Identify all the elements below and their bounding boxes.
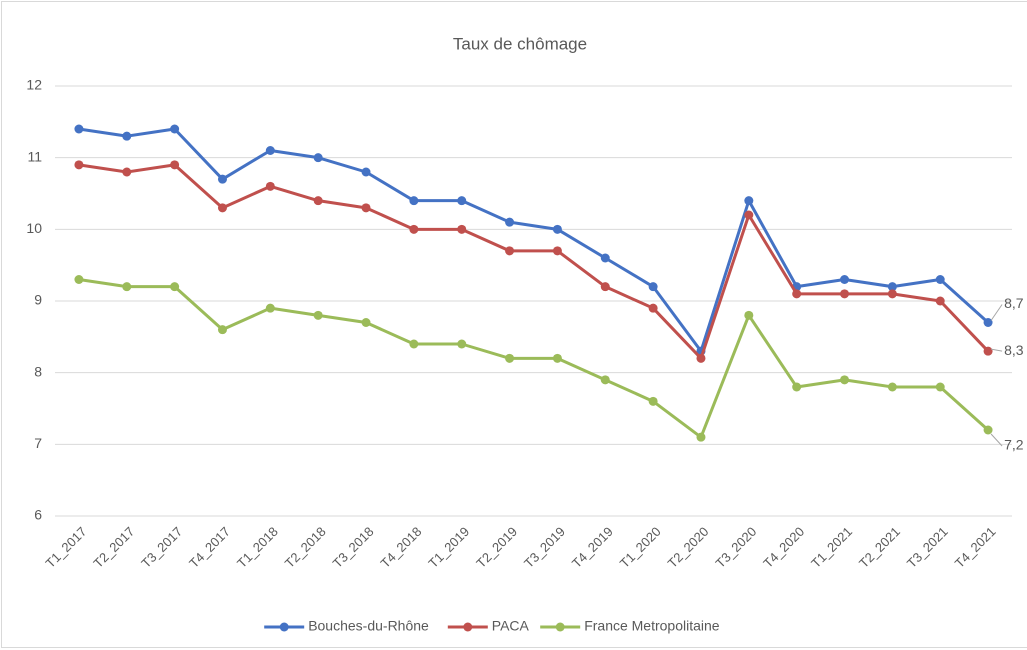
y-tick-label: 11 — [27, 148, 42, 164]
data-point — [887, 382, 897, 392]
data-point — [74, 275, 84, 284]
data-point — [361, 203, 371, 213]
data-point — [122, 131, 132, 141]
data-point — [744, 196, 754, 206]
data-point — [648, 282, 658, 292]
data-point — [840, 375, 850, 385]
data-point — [505, 217, 515, 227]
data-point — [122, 282, 132, 292]
data-point — [887, 282, 897, 292]
data-point — [170, 160, 180, 170]
legend-label: PACA — [492, 618, 530, 634]
data-point — [552, 224, 562, 234]
data-point — [696, 353, 706, 363]
data-point — [792, 289, 802, 299]
legend-label: Bouches-du-Rhône — [308, 618, 429, 634]
legend-marker — [279, 622, 289, 632]
data-point — [744, 310, 754, 320]
y-tick-label: 8 — [34, 363, 42, 379]
series-line — [78, 278, 990, 439]
data-point — [265, 181, 275, 191]
data-point — [361, 318, 371, 327]
data-point — [935, 296, 945, 306]
data-point — [600, 375, 610, 385]
data-point — [74, 124, 84, 134]
data-label: 8,7 — [1004, 295, 1024, 311]
y-tick-label: 12 — [26, 77, 42, 93]
data-point — [74, 160, 84, 170]
data-label: 7,2 — [1004, 437, 1024, 453]
data-point — [457, 224, 467, 234]
data-point — [409, 339, 419, 349]
leader-line — [990, 348, 1003, 352]
data-point — [457, 196, 467, 206]
data-point — [170, 124, 180, 134]
data-point — [265, 146, 275, 155]
data-point — [313, 196, 323, 206]
leader-line — [990, 433, 1003, 447]
data-point — [840, 289, 850, 299]
data-point — [217, 174, 227, 184]
series-line — [78, 163, 990, 360]
data-point — [983, 425, 993, 435]
data-point — [505, 246, 515, 256]
data-point — [935, 275, 945, 284]
data-point — [648, 303, 658, 313]
legend-marker — [463, 622, 473, 632]
data-point — [887, 289, 897, 299]
data-point — [552, 353, 562, 363]
chart-title: Taux de chômage — [453, 34, 587, 53]
data-point — [983, 346, 993, 356]
data-point — [265, 303, 275, 313]
data-point — [409, 224, 419, 234]
data-point — [744, 210, 754, 220]
data-point — [170, 282, 180, 292]
data-point — [792, 382, 802, 392]
data-point — [505, 353, 515, 363]
data-point — [983, 318, 993, 327]
data-point — [122, 167, 132, 177]
data-point — [409, 196, 419, 206]
data-point — [935, 382, 945, 392]
data-point — [457, 339, 467, 349]
data-label: 8,3 — [1004, 342, 1024, 358]
series-line — [78, 127, 990, 353]
data-point — [361, 167, 371, 177]
y-tick-label: 6 — [34, 507, 42, 523]
y-tick-label: 10 — [26, 220, 42, 236]
data-point — [217, 325, 227, 335]
y-tick-label: 7 — [34, 435, 42, 451]
data-point — [313, 310, 323, 320]
data-point — [648, 396, 658, 406]
data-point — [600, 282, 610, 292]
data-point — [600, 253, 610, 263]
data-point — [696, 432, 706, 442]
data-point — [552, 246, 562, 256]
data-point — [313, 153, 323, 163]
legend-label: France Metropolitaine — [584, 618, 720, 634]
data-point — [840, 275, 850, 284]
leader-line — [990, 304, 1003, 321]
legend-marker — [555, 622, 565, 632]
y-tick-label: 9 — [34, 292, 42, 308]
data-point — [217, 203, 227, 213]
